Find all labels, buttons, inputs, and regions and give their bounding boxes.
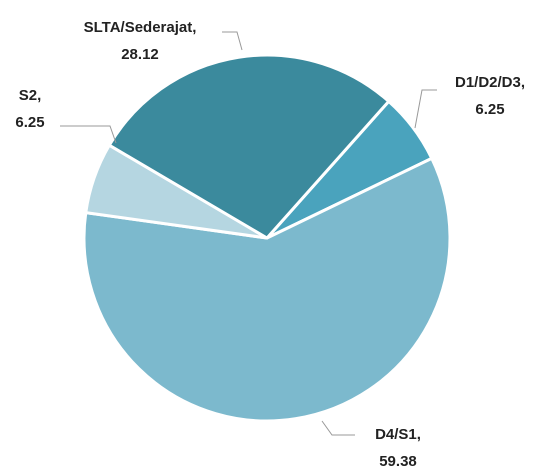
category-label: D1/D2/D3,	[455, 74, 525, 91]
leader-line	[321, 420, 355, 436]
category-label: SLTA/Sederajat,	[84, 19, 197, 36]
category-name: D1/D2/D3	[455, 74, 521, 91]
leader-line	[414, 89, 437, 129]
pie-slice	[107, 53, 391, 240]
leader-line	[222, 31, 243, 51]
separator: ,	[521, 74, 525, 91]
category-name: S2	[19, 87, 37, 104]
category-name: D4/S1	[375, 426, 417, 443]
separator: ,	[37, 87, 41, 104]
category-label: S2,	[19, 87, 42, 104]
leader-line	[60, 125, 117, 144]
pie	[82, 53, 452, 423]
value-label: 6.25	[15, 114, 44, 131]
pie-slice	[82, 156, 452, 423]
category-name: SLTA/Sederajat	[84, 19, 193, 36]
data-labels: D1/D2/D3,6.25D4/S1,59.38S2,6.25SLTA/Sede…	[15, 19, 525, 467]
category-label: D4/S1,	[375, 426, 421, 443]
value-label: 6.25	[475, 101, 504, 118]
separator: ,	[417, 426, 421, 443]
value-label: 59.38	[379, 453, 417, 467]
value-label: 28.12	[121, 46, 159, 63]
separator: ,	[192, 19, 196, 36]
